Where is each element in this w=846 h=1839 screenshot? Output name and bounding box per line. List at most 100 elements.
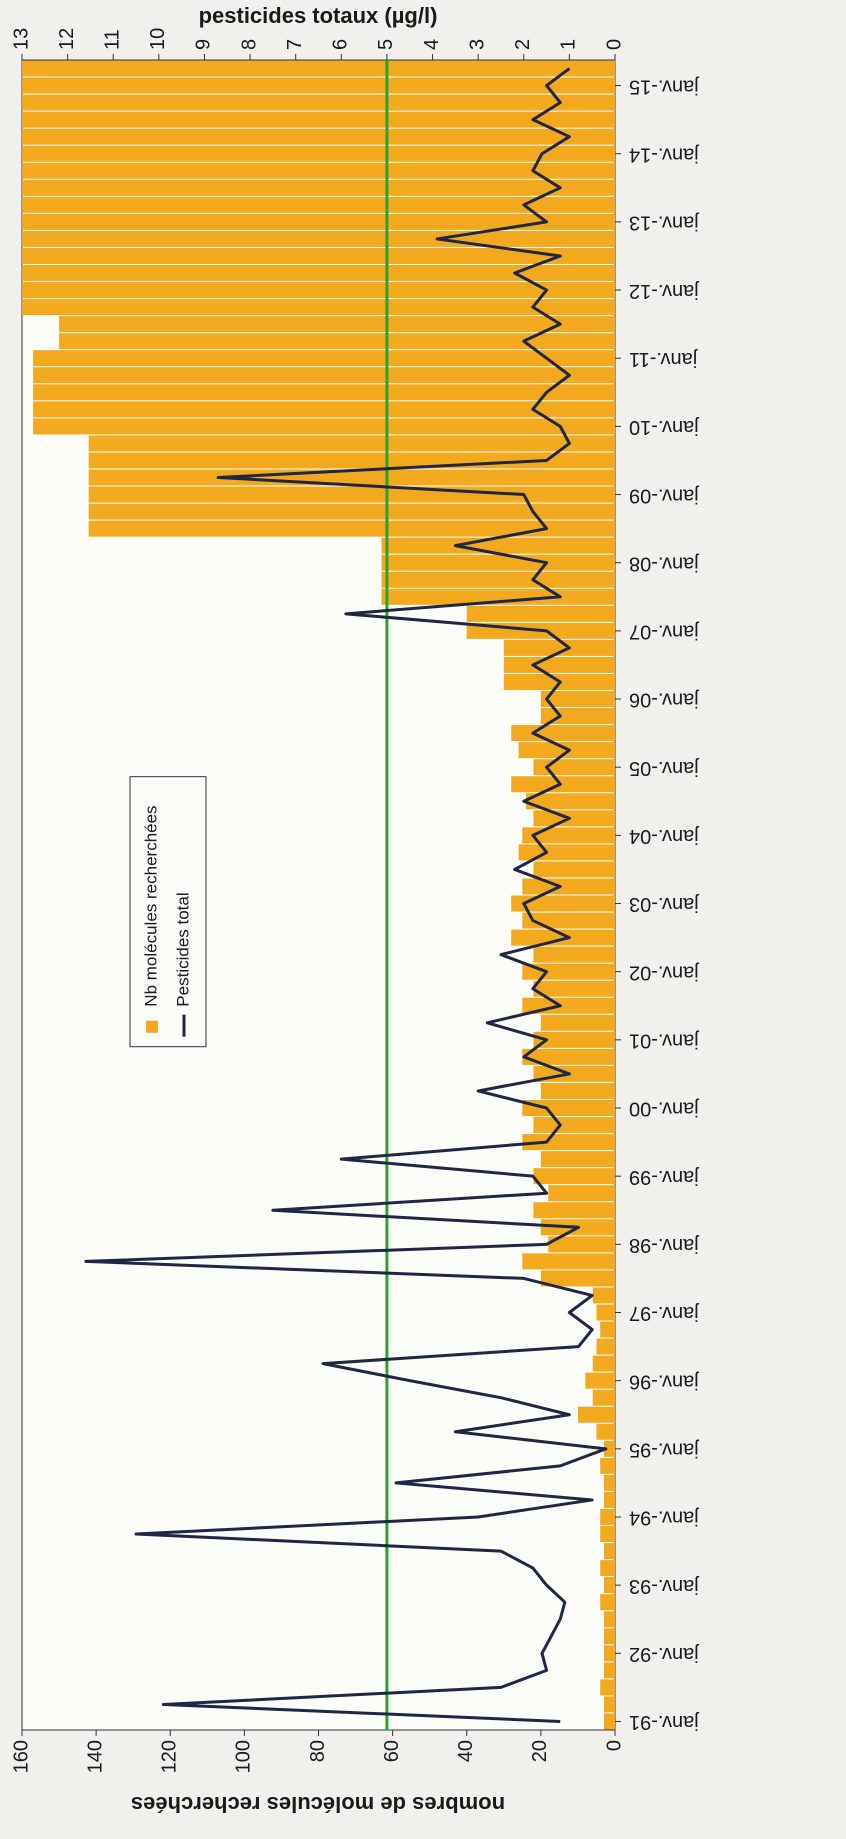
- bar: [603, 1662, 615, 1679]
- bar: [22, 247, 615, 264]
- y-tick-label: 160: [10, 1740, 32, 1773]
- bar: [603, 1491, 615, 1508]
- bar: [592, 1355, 616, 1372]
- x-tick-label: janv.-02: [629, 961, 700, 983]
- bar: [511, 929, 616, 946]
- bar: [603, 1474, 615, 1491]
- bar: [596, 1304, 615, 1321]
- y2-tick-label: 8: [238, 39, 260, 50]
- chart-frame: nombres de molécules recherchées pestici…: [10, 3, 699, 1817]
- bar: [22, 94, 615, 111]
- bar: [22, 230, 615, 247]
- x-tick-label: janv.-13: [629, 212, 700, 234]
- bar: [603, 1696, 615, 1713]
- bar: [600, 1560, 615, 1577]
- bar: [522, 827, 615, 844]
- x-tick-label: janv.-98: [629, 1234, 700, 1256]
- bar: [592, 1389, 616, 1406]
- y-tick-label: 20: [529, 1740, 551, 1762]
- x-tick-label: janv.-05: [629, 757, 700, 779]
- line-series: [84, 67, 608, 1723]
- legend-label: Nb molécules recherchées: [141, 805, 160, 1006]
- x-tick-label: janv.-07: [629, 621, 700, 643]
- bar: [22, 60, 615, 77]
- y2-tick-label: 2: [512, 39, 534, 50]
- bar: [22, 213, 615, 230]
- y2-tick-label: 3: [466, 39, 488, 50]
- bar: [533, 861, 616, 878]
- x-tick-label: janv.-14: [629, 143, 700, 165]
- bar: [381, 571, 615, 588]
- y2-tick-label: 0: [603, 39, 625, 50]
- x-tick-label: janv.-04: [629, 825, 700, 847]
- x-tick-label: janv.-03: [629, 893, 700, 915]
- x-tick-label: janv.-10: [629, 416, 700, 438]
- bar: [592, 1287, 616, 1304]
- bar: [22, 128, 615, 145]
- x-tick-label: janv.-12: [629, 280, 700, 302]
- y2-tick-label: 10: [147, 28, 169, 50]
- bar: [540, 1151, 615, 1168]
- y2-tick-label: 4: [421, 39, 443, 50]
- legend-label: Pesticides total: [173, 892, 192, 1006]
- bar: [603, 1577, 615, 1594]
- bar: [88, 520, 615, 537]
- bar: [522, 1134, 615, 1151]
- x-tick-label: janv.-01: [629, 1030, 700, 1052]
- y2-tick-label: 6: [330, 39, 352, 50]
- bar: [600, 1321, 615, 1338]
- bar: [22, 265, 615, 282]
- y2-tick-label: 9: [193, 39, 215, 50]
- bar: [603, 1713, 615, 1730]
- y-tick-label: 80: [307, 1740, 329, 1762]
- bar: [603, 1628, 615, 1645]
- y-tick-label: 0: [603, 1740, 625, 1751]
- x-tick-label: janv.-00: [629, 1098, 700, 1120]
- y2-tick-label: 12: [56, 28, 78, 50]
- bar: [22, 77, 615, 94]
- bar: [22, 162, 615, 179]
- bar: [522, 912, 615, 929]
- y2-tick-label: 13: [10, 28, 32, 50]
- bar: [522, 878, 615, 895]
- bar: [88, 503, 615, 520]
- x-tick-label: janv.-92: [629, 1643, 700, 1665]
- bar: [596, 1423, 615, 1440]
- bar: [88, 435, 615, 452]
- y-tick-label: 40: [455, 1740, 477, 1762]
- bar: [548, 1236, 615, 1253]
- x-tick-label: janv.-95: [629, 1439, 700, 1461]
- legend-swatch: [146, 1020, 158, 1033]
- bar: [533, 1202, 616, 1219]
- y2-tick-label: 1: [558, 39, 580, 50]
- bar: [596, 1338, 615, 1355]
- bar: [88, 469, 615, 486]
- bar: [533, 980, 616, 997]
- bar: [600, 1457, 615, 1474]
- bar: [33, 418, 615, 435]
- bar: [22, 179, 615, 196]
- bar: [603, 1645, 615, 1662]
- bar: [540, 1270, 615, 1287]
- y-axis-title: nombres de molécules recherchées: [131, 1792, 505, 1817]
- bar: [600, 1594, 615, 1611]
- x-tick-label: janv.-09: [629, 484, 700, 506]
- bar: [88, 486, 615, 503]
- bar: [511, 725, 616, 742]
- bar: [540, 1014, 615, 1031]
- bar: [600, 1526, 615, 1543]
- bar: [548, 1185, 615, 1202]
- bar: [503, 656, 615, 673]
- bar: [540, 1082, 615, 1099]
- legend: Nb molécules recherchées Pesticides total: [129, 776, 207, 1048]
- bar: [381, 554, 615, 571]
- x-tick-label: janv.-91: [629, 1711, 700, 1733]
- bar: [600, 1508, 615, 1525]
- y-tick-label: 60: [381, 1740, 403, 1762]
- bar: [511, 895, 616, 912]
- x-tick-label: janv.-06: [629, 689, 700, 711]
- bar: [22, 145, 615, 162]
- bar: [533, 810, 616, 827]
- x-tick-label: janv.-96: [629, 1370, 700, 1392]
- y-tick-label: 140: [84, 1740, 106, 1773]
